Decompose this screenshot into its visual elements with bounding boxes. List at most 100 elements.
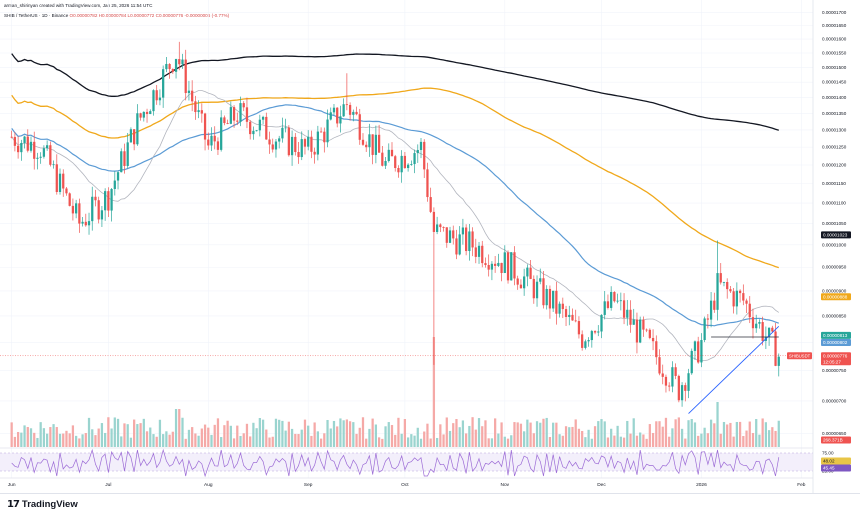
- volume-bar: [284, 430, 287, 447]
- volume-bar: [684, 438, 687, 447]
- candle-body: [394, 156, 397, 169]
- candle-body: [374, 134, 378, 155]
- volume-bar: [484, 420, 487, 447]
- candle-body: [487, 265, 490, 270]
- volume-bar: [639, 432, 642, 447]
- candle-body: [245, 107, 249, 122]
- candle-body: [568, 314, 571, 317]
- candle-body: [735, 290, 738, 307]
- volume-bar: [223, 425, 226, 447]
- volume-bar: [645, 438, 648, 447]
- candle-body: [232, 107, 236, 121]
- candle-body: [213, 135, 216, 142]
- tradingview-logo[interactable]: 17 TradingView: [7, 499, 78, 510]
- volume-bar: [123, 423, 126, 447]
- price-chart[interactable]: 0.00001700 0.00001650 0.00001600 0.00001550…: [0, 0, 860, 493]
- candle-body: [471, 231, 474, 248]
- moving-average-line: [11, 90, 780, 362]
- volume-bar: [735, 421, 738, 447]
- candle-body: [110, 189, 113, 211]
- volume-bar: [471, 417, 474, 447]
- grid: [0, 0, 813, 478]
- price-tick-label: 0.00000900: [822, 288, 847, 293]
- tradingview-logo-text: TradingView: [21, 499, 78, 510]
- volume-bar: [181, 417, 184, 447]
- symbol-legend: SHIB / TetherUS · 1D · Binance O0.000007…: [4, 13, 229, 18]
- candle-body: [448, 230, 452, 243]
- volume-bar: [58, 433, 62, 447]
- volume-bar: [722, 421, 726, 447]
- candle-body: [619, 300, 622, 302]
- ohlc-values: O0.00000782 H0.00000784 L0.00000772 C0.0…: [69, 13, 230, 18]
- candle-body: [113, 180, 116, 190]
- volume-bar: [162, 434, 165, 447]
- candle-body: [452, 230, 455, 239]
- candle-body: [600, 314, 603, 332]
- candle-body: [149, 111, 152, 115]
- volume-bar: [268, 437, 271, 447]
- volume-bar: [94, 435, 97, 447]
- volume-bar: [410, 434, 413, 447]
- volume-bar: [516, 422, 519, 447]
- volume-bar: [690, 418, 693, 447]
- candle-body: [371, 134, 374, 155]
- ma100-value-label: 0.00000888: [823, 294, 848, 299]
- candle-body: [484, 263, 487, 266]
- candle-body: [767, 327, 771, 337]
- candle-body: [655, 341, 658, 358]
- volume-bar: [139, 423, 142, 447]
- price-tick-label: 0.00001600: [822, 37, 847, 42]
- volume-bar: [774, 430, 777, 447]
- price-tick-label: 0.00001450: [822, 80, 847, 85]
- volume-bar: [158, 419, 162, 447]
- candle-body: [423, 141, 426, 170]
- candle-body: [648, 329, 651, 338]
- volume-bar: [600, 419, 603, 447]
- volume-bar: [71, 425, 75, 447]
- candle-body: [290, 136, 294, 156]
- volume-bar: [577, 428, 581, 447]
- volume-bar: [651, 432, 655, 447]
- volume-bar: [152, 434, 155, 447]
- candle-body: [529, 267, 532, 279]
- volume-bar: [693, 422, 697, 447]
- volume-bar: [200, 428, 203, 447]
- volume-bar: [403, 419, 407, 447]
- candle-body: [494, 263, 497, 266]
- candle-body: [91, 196, 94, 222]
- time-tick-label: Sep: [304, 482, 313, 488]
- candle-body: [36, 157, 39, 159]
- candle-body: [671, 367, 674, 387]
- time-tick-label: Jul: [105, 482, 111, 488]
- rsi-line: [11, 448, 780, 478]
- volume-bar: [732, 436, 735, 447]
- volume-bar: [339, 418, 342, 447]
- volume-bar: [278, 419, 281, 447]
- candle-body: [52, 164, 55, 166]
- volume-bar: [265, 429, 268, 447]
- volume-bar: [168, 434, 171, 447]
- volume-bar: [610, 428, 613, 447]
- volume-bar: [751, 433, 755, 447]
- volume-bar: [455, 419, 458, 447]
- volume-bar: [552, 422, 555, 447]
- candle-body: [252, 130, 255, 135]
- volume-bar: [523, 431, 526, 447]
- price-axis: 0.00001700 0.00001650 0.00001600 0.00001550…: [0, 0, 847, 493]
- candle-body: [613, 291, 616, 302]
- candle-body: [145, 111, 149, 115]
- candle-body: [20, 142, 23, 153]
- volume-bar: [703, 427, 706, 447]
- volume-bar: [413, 435, 416, 447]
- volume-value-label: 268.371B: [823, 438, 843, 443]
- volume-bar: [374, 424, 378, 447]
- candle-body: [429, 197, 432, 212]
- price-tick-label: 0.00001100: [822, 201, 846, 206]
- last-price-label-bg: [821, 352, 851, 360]
- candle-body: [700, 340, 703, 363]
- candle-body: [474, 247, 477, 257]
- candle-body: [65, 188, 68, 194]
- volume-bar: [365, 438, 368, 447]
- volume-bar: [548, 436, 552, 447]
- candle-body: [738, 290, 742, 294]
